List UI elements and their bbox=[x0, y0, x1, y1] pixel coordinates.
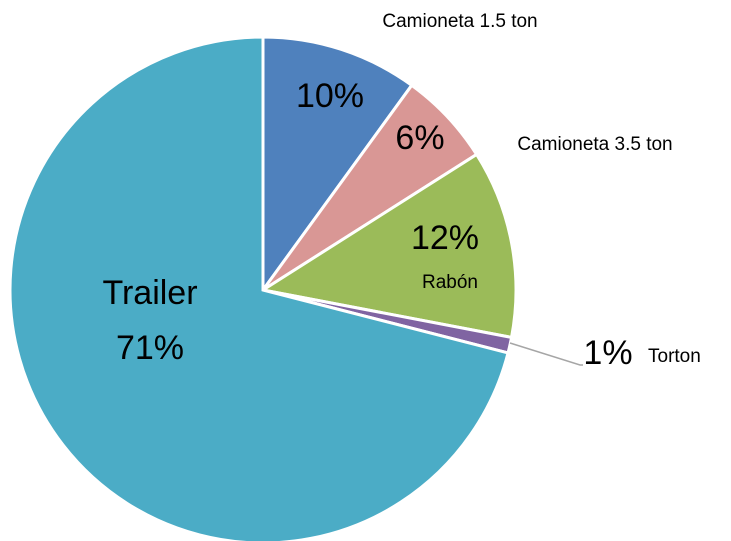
category-label: Torton bbox=[648, 346, 701, 367]
value-label: 6% bbox=[395, 119, 444, 157]
leader-line bbox=[509, 342, 583, 366]
category-label: Trailer bbox=[102, 274, 197, 312]
category-label: Camioneta 3.5 ton bbox=[517, 134, 672, 155]
pie-slice bbox=[8, 35, 510, 541]
value-label: 1% bbox=[583, 334, 632, 372]
value-label: 10% bbox=[296, 77, 364, 115]
value-label: 12% bbox=[411, 219, 479, 257]
value-label: 71% bbox=[116, 329, 184, 367]
category-label: Rabón bbox=[422, 272, 478, 293]
pie-slice bbox=[261, 35, 414, 295]
category-label: Camioneta 1.5 ton bbox=[382, 11, 537, 32]
pie-slice bbox=[258, 152, 518, 340]
